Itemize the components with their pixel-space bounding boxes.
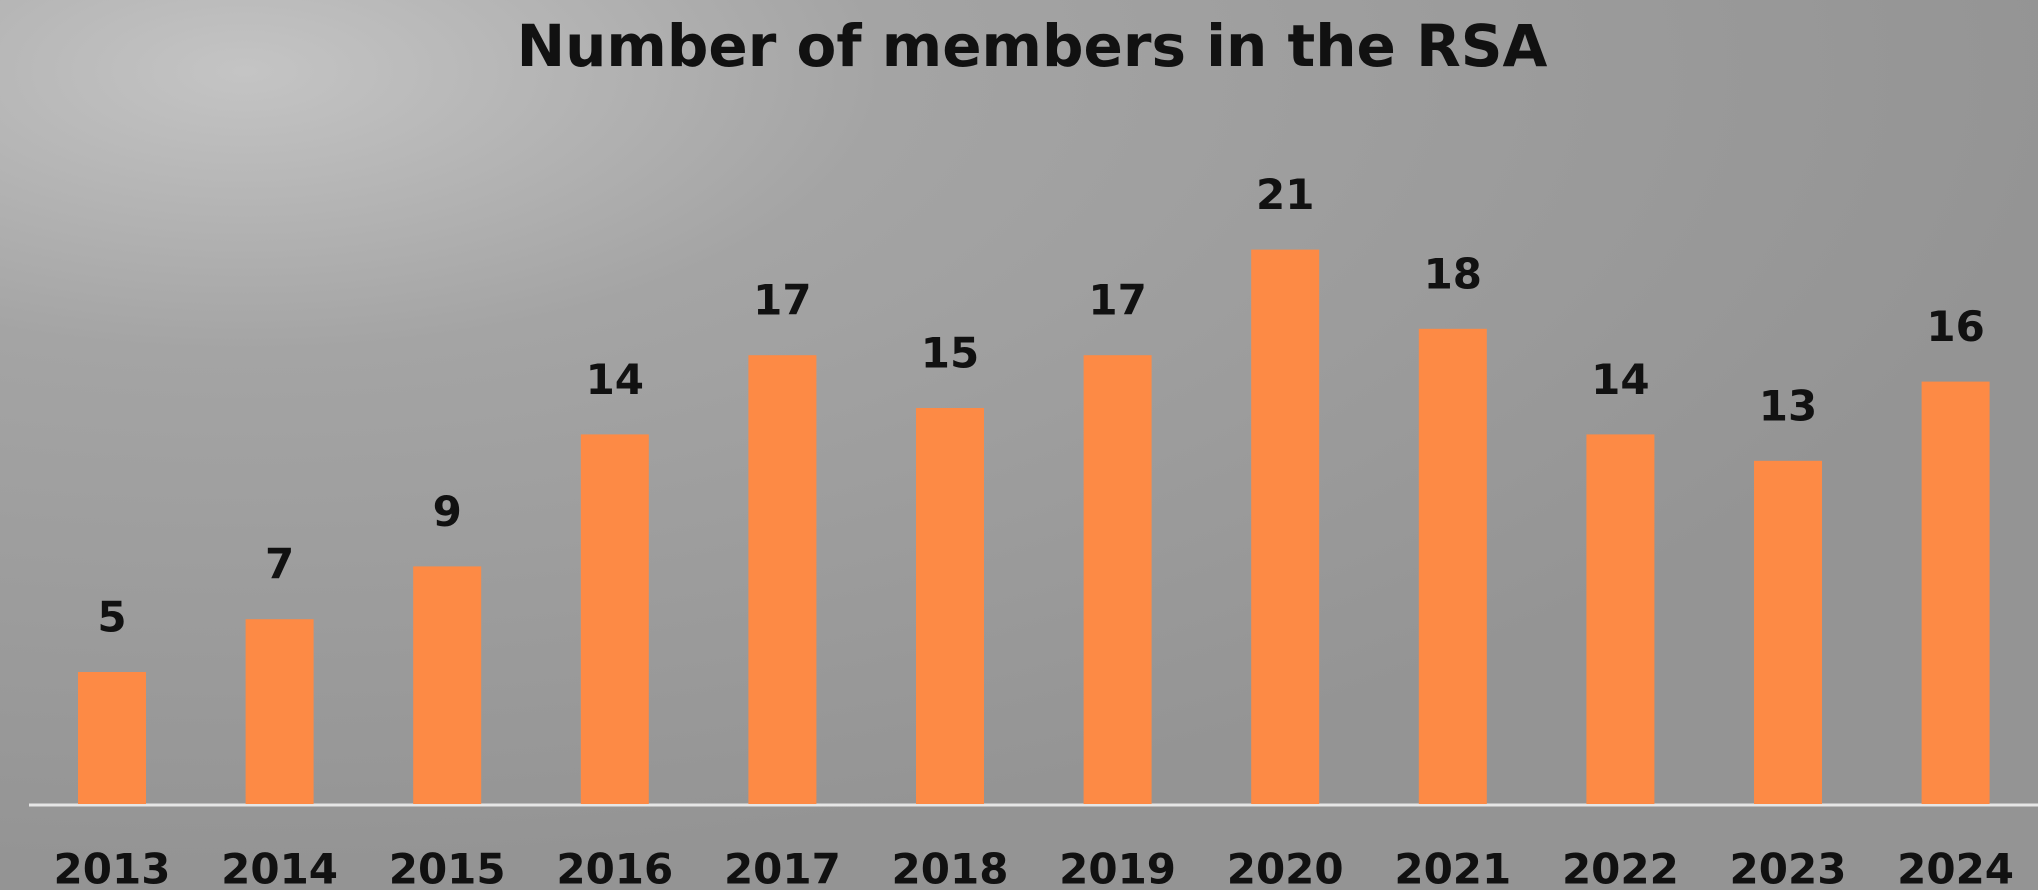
bar [748, 355, 816, 804]
x-tick-label: 2018 [892, 845, 1009, 890]
data-label: 18 [1424, 249, 1482, 298]
x-tick-label: 2022 [1562, 845, 1679, 890]
x-tick-label: 2013 [54, 845, 171, 890]
x-tick-label: 2024 [1897, 845, 2014, 890]
bar [78, 672, 146, 804]
x-tick-label: 2021 [1394, 845, 1511, 890]
data-label: 17 [1088, 276, 1146, 325]
chart: Number of members in the RSA 5 2013 7 2014 9… [0, 0, 2038, 890]
data-label: 7 [265, 540, 294, 589]
data-label: 21 [1256, 170, 1314, 219]
data-label: 14 [1591, 355, 1649, 404]
bar [246, 619, 314, 804]
x-tick-label: 2016 [556, 845, 673, 890]
bar [1586, 434, 1654, 804]
x-tick-label: 2014 [221, 845, 338, 890]
data-label: 5 [97, 593, 126, 642]
data-label: 9 [433, 487, 462, 536]
x-tick-label: 2020 [1227, 845, 1344, 890]
x-tick-label: 2019 [1059, 845, 1176, 890]
data-label: 16 [1926, 302, 1984, 351]
data-label: 15 [921, 329, 979, 378]
data-label: 14 [586, 355, 644, 404]
bar [1084, 355, 1152, 804]
bar [581, 434, 649, 804]
bar [916, 408, 984, 804]
x-tick-label: 2023 [1730, 845, 1847, 890]
bar [1754, 461, 1822, 804]
data-label: 17 [753, 276, 811, 325]
x-tick-label: 2017 [724, 845, 841, 890]
chart-title: Number of members in the RSA [517, 12, 1548, 80]
bar [1922, 382, 1990, 804]
x-tick-label: 2015 [389, 845, 506, 890]
bar [1251, 250, 1319, 804]
bar [413, 566, 481, 804]
data-label: 13 [1759, 381, 1817, 430]
bar [1419, 329, 1487, 804]
